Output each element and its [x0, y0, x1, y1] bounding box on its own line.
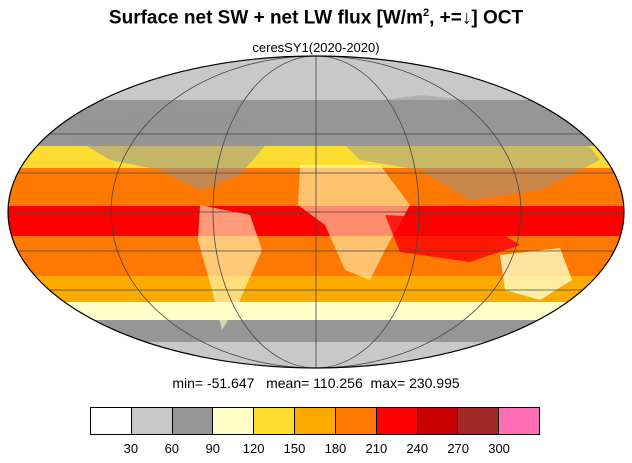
world-map — [7, 55, 625, 369]
colorbar-swatch — [499, 408, 539, 434]
colorbar-swatch — [213, 408, 255, 434]
continent-australia — [500, 248, 572, 300]
stats-line: min= -51.647 mean= 110.256 max= 230.995 — [0, 375, 632, 391]
plot-subtitle: ceresSY1(2020-2020) — [252, 40, 380, 55]
max-value: 230.995 — [409, 375, 460, 391]
map-field — [8, 56, 624, 368]
title-suffix: , +=↓] OCT — [429, 7, 524, 29]
colorbar-tick-label: 30 — [123, 441, 139, 456]
colorbar-swatch — [295, 408, 336, 434]
graticule — [8, 56, 624, 368]
colorbar-swatch — [91, 408, 132, 434]
mean-label: mean= — [266, 375, 310, 391]
min-value: -51.647 — [206, 375, 255, 391]
colorbar-tick-label: 210 — [365, 441, 388, 456]
colorbar-swatch — [376, 408, 418, 434]
colorbar-tick-label: 300 — [488, 441, 510, 456]
min-label: min= — [172, 375, 204, 391]
colorbar-tick-label: 270 — [447, 441, 470, 456]
colorbar-swatch — [335, 408, 377, 434]
mean-value: 110.256 — [313, 375, 363, 391]
map-outline — [7, 55, 625, 369]
colorbar-swatch — [131, 408, 173, 434]
plot-title: Surface net SW + net LW flux [W/m2, +=↓]… — [0, 7, 632, 29]
title-prefix: Surface net SW + net LW flux [W/m — [108, 7, 423, 29]
colorbar-swatch — [254, 408, 296, 434]
title-superscript: 2 — [422, 7, 430, 19]
colorbar-swatch — [417, 408, 459, 434]
colorbar-swatch — [172, 408, 214, 434]
colorbar-tick-label: 180 — [324, 441, 347, 456]
max-label: max= — [370, 375, 406, 391]
colorbar — [90, 407, 540, 435]
colorbar-swatch — [458, 408, 500, 434]
colorbar-tick-label: 240 — [406, 441, 429, 456]
continent-north-america — [60, 112, 270, 190]
colorbar-tick-label: 150 — [283, 441, 306, 456]
colorbar-ticks: 30 60 90 120 150 180 210 240 270 300 — [90, 441, 540, 457]
colorbar-tick-label: 120 — [242, 441, 265, 456]
continent-eurasia — [310, 95, 600, 200]
colorbar-tick-label: 90 — [205, 441, 220, 456]
colorbar-tick-label: 60 — [164, 441, 180, 456]
